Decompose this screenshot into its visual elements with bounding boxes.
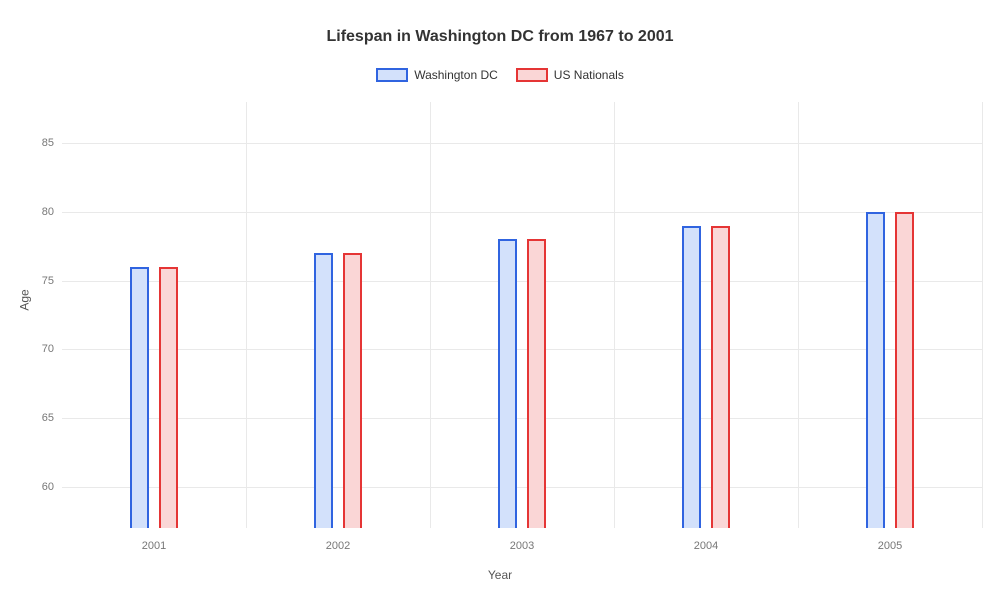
bar-us-nationals[interactable] <box>343 253 362 528</box>
x-tick-label: 2005 <box>878 540 902 552</box>
gridline-vertical <box>614 102 615 528</box>
y-tick-label: 70 <box>42 343 54 355</box>
y-tick-label: 85 <box>42 137 54 149</box>
x-axis-title: Year <box>488 568 512 582</box>
gridline-vertical <box>246 102 247 528</box>
legend-label-washington-dc: Washington DC <box>414 68 498 82</box>
gridline-vertical <box>982 102 983 528</box>
plot-area: 60657075808520012002200320042005 <box>62 102 982 528</box>
bar-washington-dc[interactable] <box>130 267 149 528</box>
y-axis-title: Age <box>18 289 32 310</box>
chart-container: Lifespan in Washington DC from 1967 to 2… <box>0 0 1000 600</box>
bar-washington-dc[interactable] <box>682 226 701 528</box>
bar-washington-dc[interactable] <box>498 239 517 528</box>
gridline-horizontal <box>62 349 982 350</box>
legend-item-us-nationals[interactable]: US Nationals <box>516 68 624 82</box>
legend-item-washington-dc[interactable]: Washington DC <box>376 68 498 82</box>
bar-us-nationals[interactable] <box>159 267 178 528</box>
gridline-horizontal <box>62 487 982 488</box>
legend-label-us-nationals: US Nationals <box>554 68 624 82</box>
bar-us-nationals[interactable] <box>711 226 730 528</box>
legend-swatch-us-nationals <box>516 68 548 82</box>
gridline-horizontal <box>62 418 982 419</box>
bar-washington-dc[interactable] <box>866 212 885 528</box>
gridline-vertical <box>430 102 431 528</box>
gridline-horizontal <box>62 212 982 213</box>
bar-us-nationals[interactable] <box>895 212 914 528</box>
legend: Washington DC US Nationals <box>0 68 1000 82</box>
gridline-horizontal <box>62 143 982 144</box>
x-tick-label: 2002 <box>326 540 350 552</box>
gridline-vertical <box>798 102 799 528</box>
legend-swatch-washington-dc <box>376 68 408 82</box>
y-tick-label: 80 <box>42 206 54 218</box>
x-tick-label: 2001 <box>142 540 166 552</box>
x-tick-label: 2003 <box>510 540 534 552</box>
y-tick-label: 65 <box>42 412 54 424</box>
y-tick-label: 60 <box>42 481 54 493</box>
x-tick-label: 2004 <box>694 540 718 552</box>
y-tick-label: 75 <box>42 275 54 287</box>
chart-title: Lifespan in Washington DC from 1967 to 2… <box>0 0 1000 46</box>
gridline-horizontal <box>62 281 982 282</box>
bar-us-nationals[interactable] <box>527 239 546 528</box>
bar-washington-dc[interactable] <box>314 253 333 528</box>
